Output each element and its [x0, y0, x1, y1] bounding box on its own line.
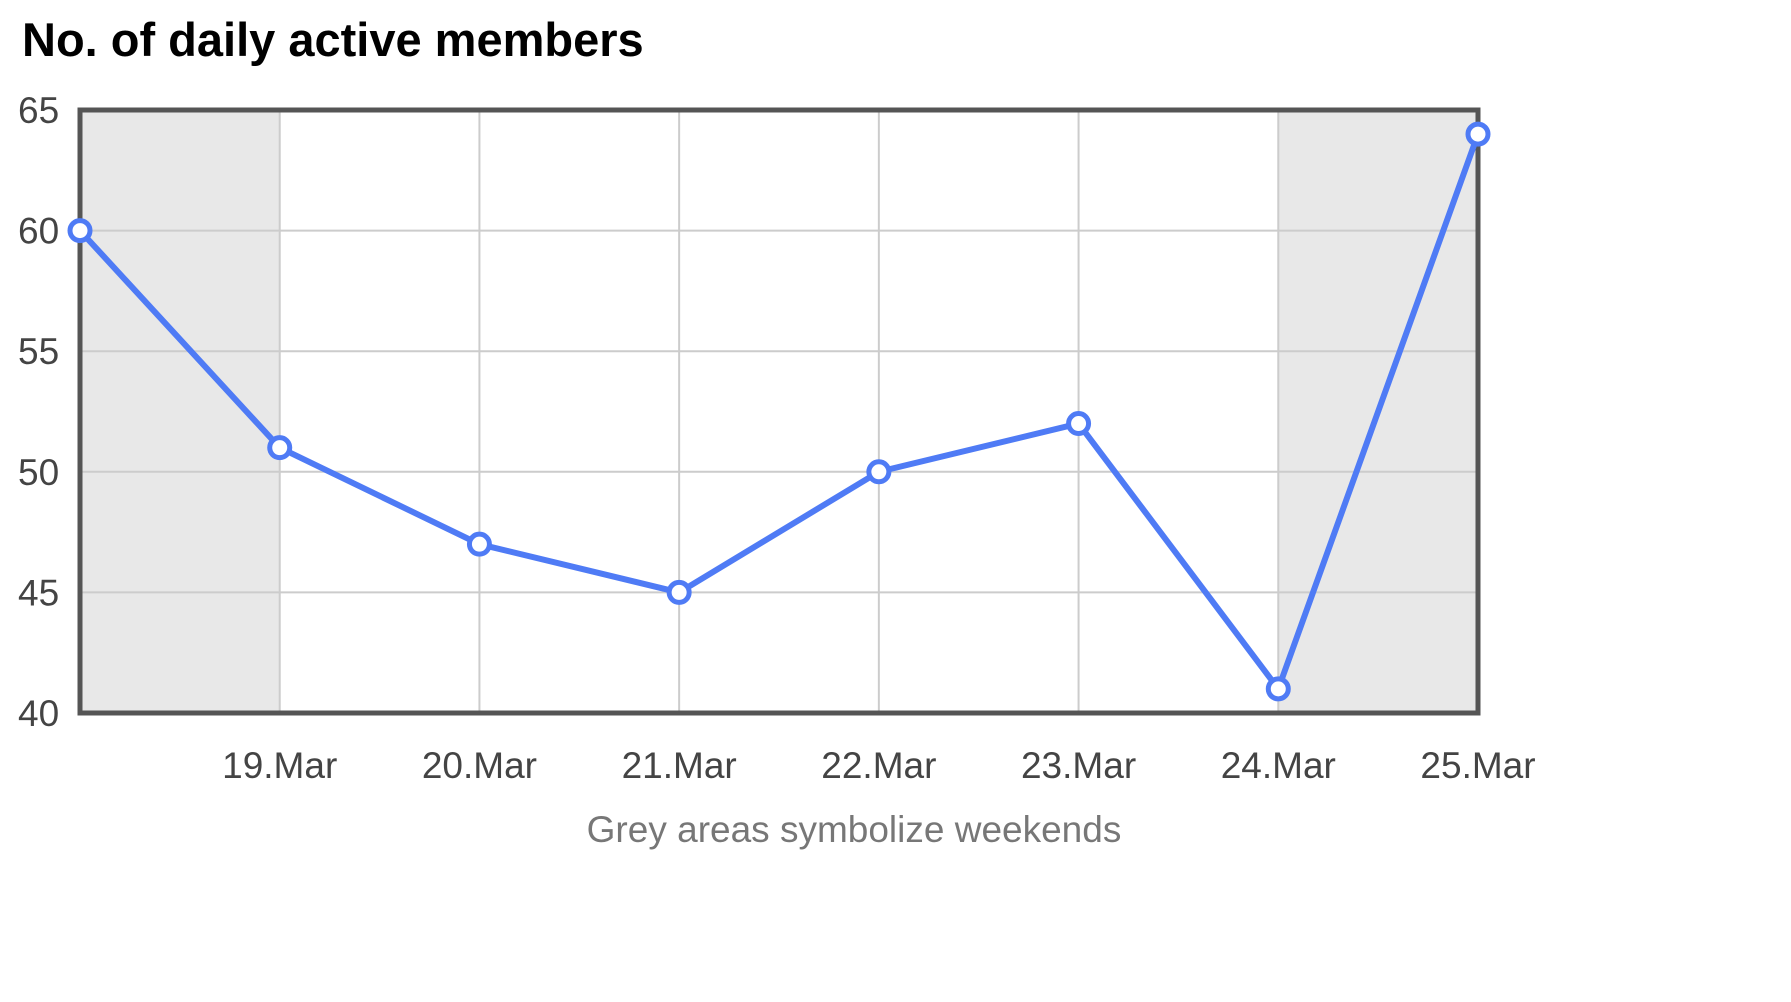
x-tick-label: 20.Mar — [422, 745, 537, 786]
data-point — [666, 579, 692, 605]
data-point — [466, 531, 492, 557]
x-tick-label: 25.Mar — [1420, 745, 1535, 786]
data-point — [866, 459, 892, 485]
y-tick-label: 50 — [18, 452, 59, 493]
x-tick-label: 22.Mar — [821, 745, 936, 786]
y-axis-ticks: 40 45 50 55 60 65 — [18, 90, 59, 734]
data-point — [1465, 121, 1491, 147]
data-point — [67, 218, 93, 244]
weekend-bands — [80, 110, 1478, 713]
x-tick-label: 21.Mar — [622, 745, 737, 786]
y-tick-label: 45 — [18, 572, 59, 613]
x-tick-label: 24.Mar — [1221, 745, 1336, 786]
x-tick-label: 23.Mar — [1021, 745, 1136, 786]
data-point — [267, 435, 293, 461]
plot-frame — [77, 107, 1481, 716]
y-tick-label: 40 — [18, 693, 59, 734]
x-axis-ticks: 19.Mar 20.Mar 21.Mar 22.Mar 23.Mar 24.Mar 25.M… — [222, 745, 1535, 786]
series-line — [77, 133, 1481, 692]
y-tick-label: 55 — [18, 331, 59, 372]
y-tick-label: 65 — [18, 90, 59, 131]
data-point — [1265, 676, 1291, 702]
x-tick-label: 19.Mar — [222, 745, 337, 786]
y-tick-label: 60 — [18, 211, 59, 252]
data-point — [1066, 411, 1092, 437]
chart-footnote: Grey areas symbolize weekends — [587, 809, 1122, 850]
chart-title: No. of daily active members — [22, 13, 644, 66]
series-layer — [67, 121, 1491, 702]
grid-lines — [80, 109, 1478, 714]
